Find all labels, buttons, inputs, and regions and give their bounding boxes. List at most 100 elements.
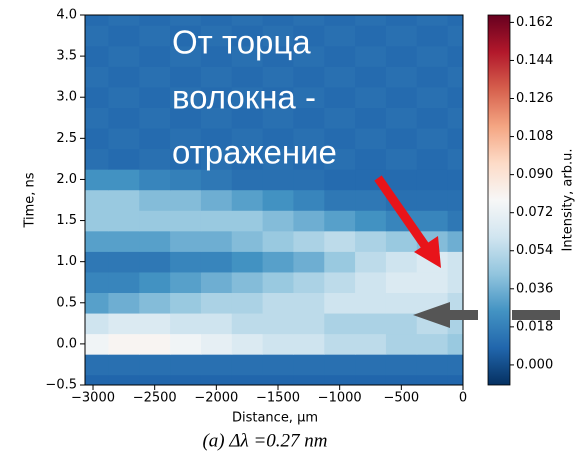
heatmap-cell [293,66,325,88]
gray-arrow-tail [512,310,560,320]
heatmap-cell [139,251,171,273]
heatmap-cell [324,15,356,26]
heatmap-cell [85,374,109,385]
x-tick-label: −3000 [71,391,115,406]
heatmap-cell [85,169,109,191]
heatmap-cell [200,15,233,26]
heatmap-cell [293,148,325,170]
heatmap-cell [85,66,109,88]
heatmap-cell [385,374,418,385]
heatmap-cell [85,313,109,335]
heatmap-cell [262,128,294,150]
heatmap-cell [108,25,140,47]
heatmap-cell [108,374,140,385]
heatmap-cell [355,313,387,335]
heatmap-cell [355,333,387,355]
heatmap-cell [385,354,418,376]
heatmap-cell [170,230,202,252]
heatmap-cell [293,86,325,108]
heatmap-cell [262,107,294,129]
heatmap-cell [231,107,264,129]
heatmap-cell [85,354,109,376]
heatmap-cell [139,25,171,47]
heatmap-cell [108,210,140,232]
heatmap-cell [262,333,294,355]
colorbar-tick-label: 0.108 [516,129,553,144]
heatmap-cell [324,333,356,355]
heatmap-cell [200,292,233,314]
heatmap-cell [262,189,294,211]
heatmap-cell [262,25,294,47]
heatmap-cell [385,230,418,252]
heatmap-cell [416,333,449,355]
heatmap-cell [355,128,387,150]
heatmap-cell [170,251,202,273]
heatmap-cell [293,189,325,211]
red-arrow-head [414,236,441,268]
heatmap-cell [231,189,264,211]
heatmap-cell [447,128,463,150]
heatmap-cell [293,333,325,355]
heatmap-cell [324,107,356,129]
heatmap-cell [324,292,356,314]
heatmap-cell [108,66,140,88]
heatmap-cell [416,354,449,376]
heatmap-cell [170,169,202,191]
heatmap-cell [355,292,387,314]
heatmap-cell [200,374,233,385]
heatmap-cell [108,86,140,108]
heatmap-cell [139,313,171,335]
heatmap-cell [231,148,264,170]
heatmap-cell [139,292,171,314]
heatmap-cell [293,107,325,129]
heatmap-cell [355,354,387,376]
heatmap-cell [85,15,109,26]
x-tick-label: −1500 [256,391,300,406]
heatmap-cell [170,45,202,67]
heatmap-cell [200,313,233,335]
heatmap-cell [385,45,418,67]
heatmap-cell [293,354,325,376]
heatmap-cell [447,271,463,293]
heatmap-cell [200,230,233,252]
x-tick-label: −1000 [318,391,362,406]
heatmap-cell [262,313,294,335]
heatmap-cell [170,25,202,47]
heatmap-cell [447,374,463,385]
heatmap-cell [385,292,418,314]
heatmap-cell [293,169,325,191]
heatmap-cell [416,169,449,191]
heatmap-cell [262,251,294,273]
heatmap-cell [447,107,463,129]
heatmap-cell [170,15,202,26]
heatmap-cell [293,292,325,314]
colorbar-tick-label: 0.036 [516,281,553,296]
colorbar-tick-label: 0.000 [516,357,553,372]
heatmap-cell [447,210,463,232]
y-axis-label: Time, ns [23,172,38,228]
heatmap-cell [447,189,463,211]
heatmap-cell [293,45,325,67]
heatmap-cell [416,45,449,67]
heatmap-cell [200,169,233,191]
heatmap-cell [139,230,171,252]
heatmap-cell [85,86,109,108]
heatmap-cell [262,271,294,293]
heatmap-cell [231,86,264,108]
heatmap-cell [447,251,463,273]
colorbar [487,14,511,386]
x-tick-label: −2000 [194,391,238,406]
heatmap-cell [170,354,202,376]
y-tick-label: 3.0 [56,90,77,105]
heatmap-cell [231,230,264,252]
heatmap-cell [355,230,387,252]
heatmap-cell [108,107,140,129]
heatmap-cell [231,313,264,335]
heatmap-cell [385,333,418,355]
heatmap-cell [447,15,463,26]
heatmap-cell [293,128,325,150]
heatmap-cell [324,25,356,47]
heatmap-cell [293,251,325,273]
heatmap-cell [85,230,109,252]
